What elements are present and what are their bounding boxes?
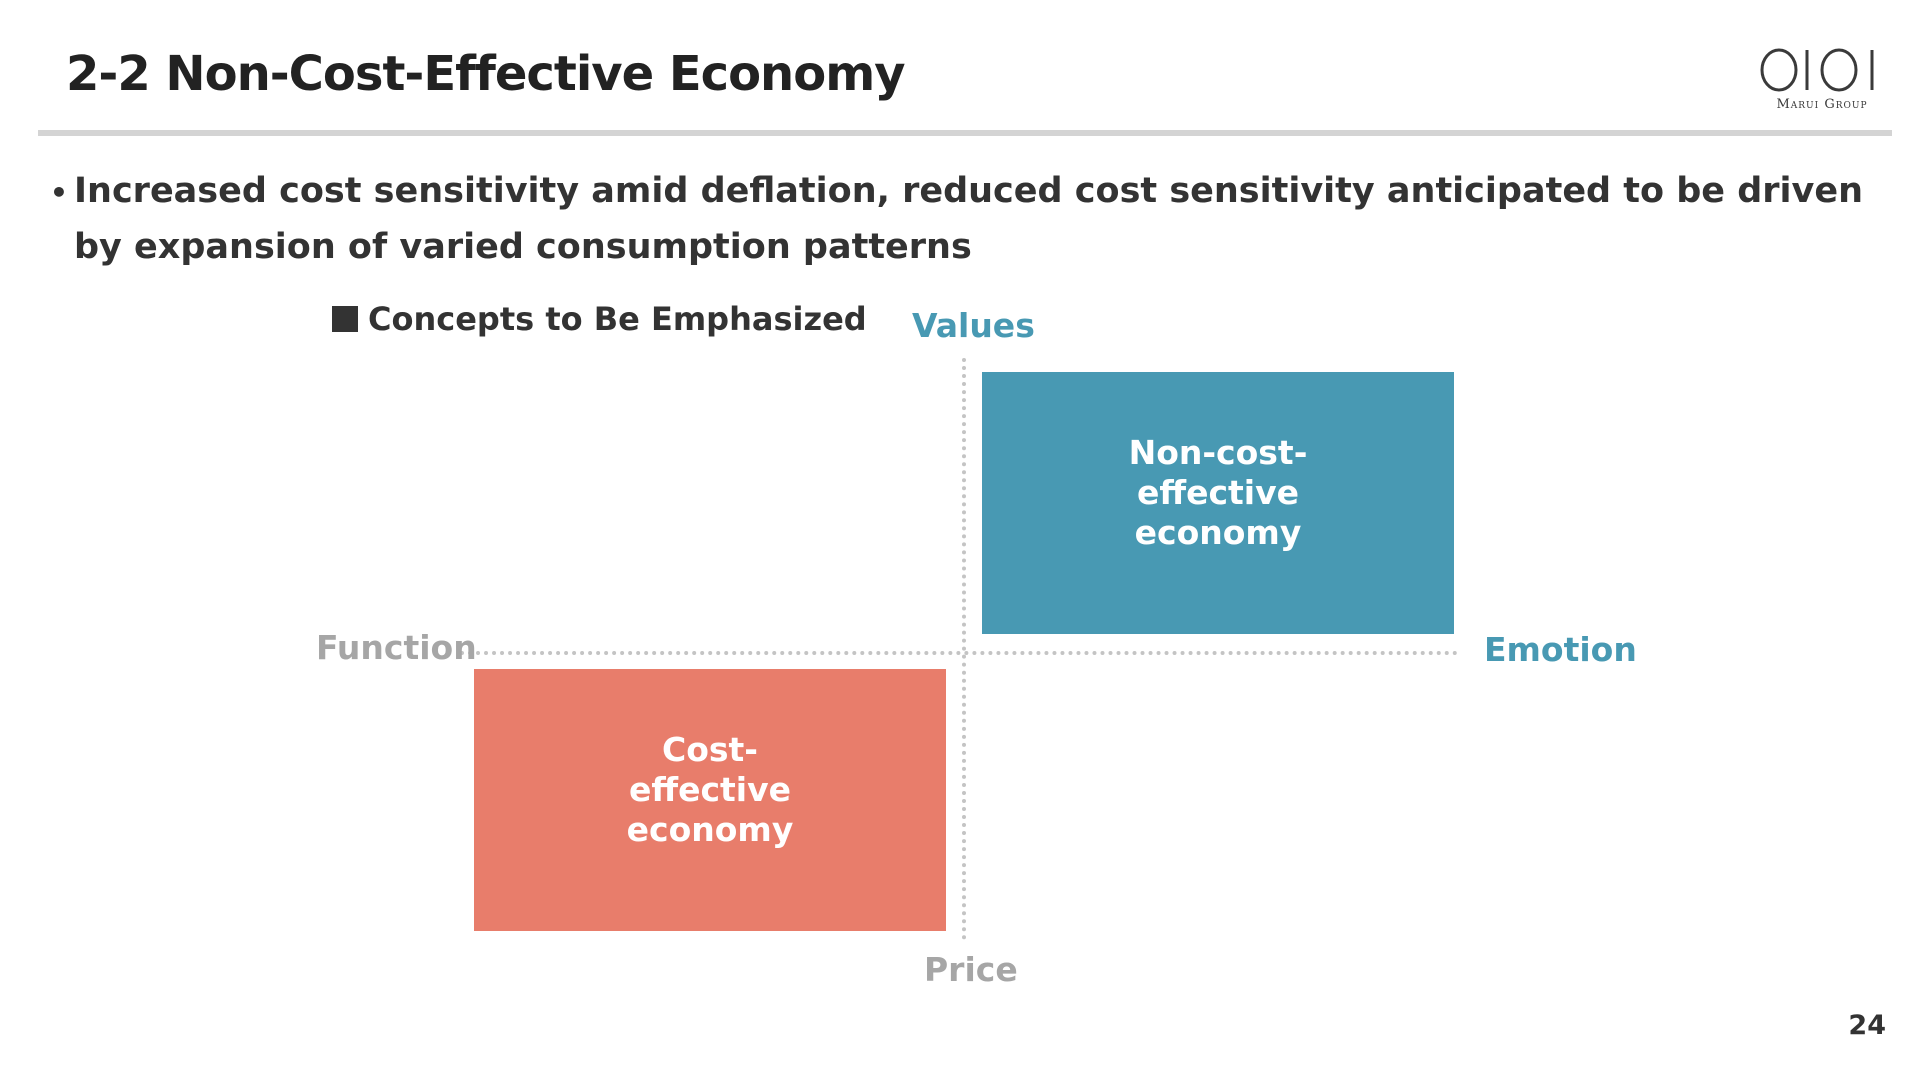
vertical-axis	[962, 358, 966, 940]
logo-wordmark: Marui Group	[1776, 97, 1868, 112]
title-divider	[38, 130, 1892, 136]
legend-label: Concepts to Be Emphasized	[368, 300, 867, 338]
cost-effective-economy-box: Cost-effective economy	[474, 669, 946, 931]
axis-label-function: Function	[316, 628, 477, 667]
legend-square-icon	[332, 306, 358, 332]
bullet-text: Increased cost sensitivity amid deflatio…	[74, 171, 1864, 267]
non-cost-effective-economy-label: Non-cost-effective economy	[1128, 433, 1308, 552]
page-title: 2-2 Non-Cost-Effective Economy	[66, 46, 905, 102]
non-cost-effective-economy-box: Non-cost-effective economy	[982, 372, 1454, 634]
axis-label-emotion: Emotion	[1484, 630, 1637, 669]
axis-label-price: Price	[924, 950, 1018, 989]
bullet-dot-icon: •	[50, 176, 68, 209]
marui-group-logo	[1760, 48, 1874, 92]
cost-effective-economy-label: Cost-effective economy	[626, 730, 794, 849]
page-number: 24	[1848, 1010, 1886, 1041]
bullet-point: • Increased cost sensitivity amid deflati…	[50, 164, 1870, 274]
legend: Concepts to Be Emphasized	[332, 300, 867, 338]
axis-label-values: Values	[912, 306, 1035, 345]
horizontal-axis	[460, 651, 1458, 655]
